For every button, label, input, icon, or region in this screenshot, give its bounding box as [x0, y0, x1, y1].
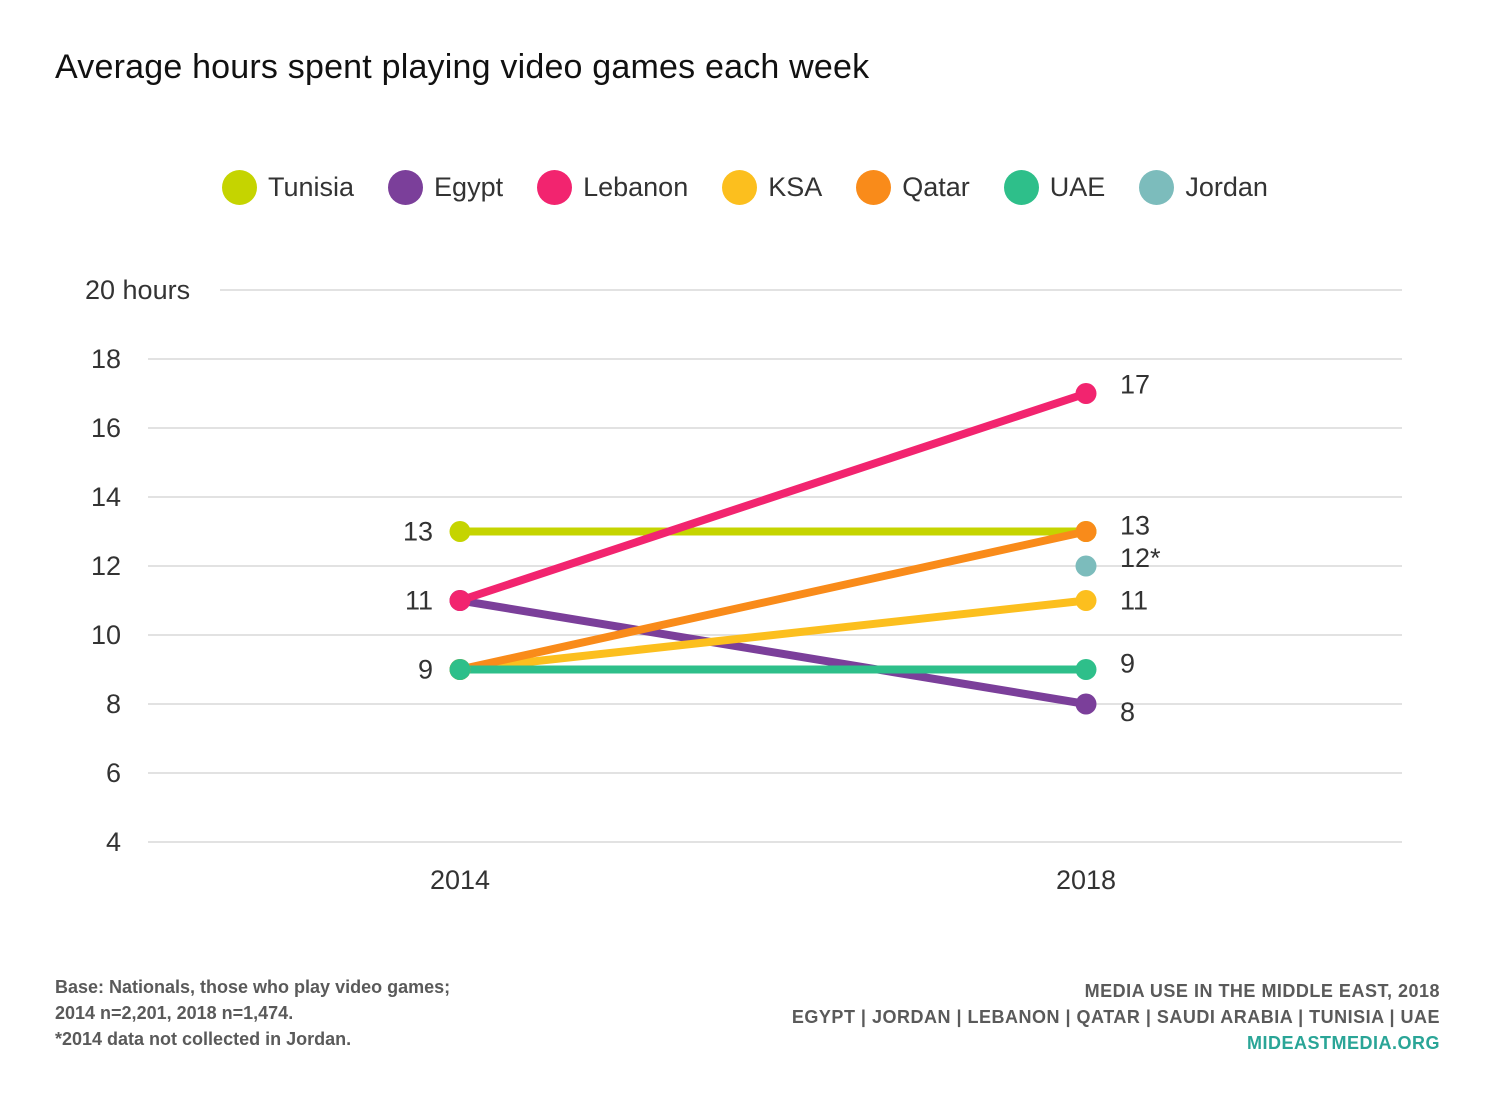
credits-countries: EGYPT | JORDAN | LEBANON | QATAR | SAUDI… — [791, 1007, 1440, 1027]
legend-item-qatar: Qatar — [856, 169, 970, 205]
legend-label: UAE — [1049, 171, 1106, 202]
data-point-qatar — [1075, 521, 1097, 542]
data-point-uae — [449, 659, 471, 680]
legend-label: Egypt — [434, 171, 504, 202]
series-line-lebanon — [456, 389, 1090, 605]
legend: Tunisia Egypt Lebanon KSA Qatar UAE Jordan — [222, 168, 1268, 206]
credits: MEDIA USE IN THE MIDDLE EAST, 2018 EGYPT… — [792, 978, 1440, 1056]
y-tick-label: 10 — [91, 620, 121, 650]
series-line-qatar — [456, 527, 1090, 674]
y-axis-ticks: 4 6 8 10 12 14 16 18 20 hours — [85, 275, 190, 857]
series-line-ksa — [456, 596, 1090, 674]
footnote-line: Base: Nationals, those who play video ga… — [55, 977, 451, 997]
legend-label: Tunisia — [268, 171, 355, 202]
legend-item-tunisia: Tunisia — [222, 169, 355, 205]
data-points — [449, 383, 1097, 715]
chart-title: Average hours spent playing video games … — [55, 48, 870, 86]
legend-item-uae: UAE — [1003, 169, 1106, 205]
legend-swatch — [537, 169, 573, 205]
x-tick-label: 2014 — [430, 865, 490, 895]
data-label: 9 — [1120, 649, 1135, 679]
data-point-uae — [1075, 659, 1097, 680]
credits-title: MEDIA USE IN THE MIDDLE EAST, 2018 — [1084, 981, 1440, 1001]
legend-item-lebanon: Lebanon — [537, 169, 689, 205]
data-label: 8 — [1120, 697, 1135, 727]
footnote-line: 2014 n=2,201, 2018 n=1,474. — [55, 1003, 294, 1023]
legend-swatch — [856, 169, 892, 205]
data-label: 13 — [403, 517, 433, 547]
data-label: 11 — [1120, 586, 1148, 616]
data-label: 9 — [418, 655, 433, 685]
legend-item-ksa: KSA — [722, 169, 823, 205]
data-label: 17 — [1120, 370, 1150, 400]
y-tick-label: 6 — [106, 758, 121, 788]
y-tick-label: 16 — [91, 413, 121, 443]
data-point-jordan — [1075, 555, 1097, 577]
legend-item-jordan: Jordan — [1139, 169, 1268, 205]
grid-lines — [148, 289, 1402, 843]
footnote-line: *2014 data not collected in Jordan. — [55, 1029, 352, 1049]
credits-website[interactable]: MIDEASTMEDIA.ORG — [1246, 1033, 1440, 1053]
legend-label: Lebanon — [583, 171, 689, 202]
data-point-lebanon — [1075, 383, 1097, 404]
x-tick-label: 2018 — [1056, 865, 1116, 895]
legend-label: KSA — [768, 171, 823, 202]
legend-swatch — [388, 169, 424, 205]
series-line-egypt — [456, 596, 1090, 708]
data-point-egypt — [1075, 693, 1097, 715]
legend-item-egypt: Egypt — [388, 169, 504, 205]
data-label: 13 — [1120, 511, 1150, 541]
data-point-ksa — [1075, 590, 1097, 611]
legend-swatch — [222, 169, 257, 205]
y-tick-label: 14 — [91, 482, 121, 512]
data-point-tunisia — [449, 521, 471, 542]
x-axis-ticks: 2014 2018 — [430, 865, 1116, 895]
y-tick-label: 8 — [106, 689, 121, 719]
legend-label: Jordan — [1185, 171, 1268, 202]
y-tick-label: 18 — [91, 344, 121, 374]
series-lines — [456, 389, 1090, 708]
data-point-lebanon — [449, 590, 471, 611]
y-tick-label: 4 — [106, 827, 121, 857]
legend-swatch — [722, 169, 758, 205]
legend-label: Qatar — [902, 171, 970, 202]
y-tick-label: 20 hours — [85, 275, 190, 305]
legend-swatch — [1139, 169, 1175, 205]
footnote: Base: Nationals, those who play video ga… — [55, 974, 450, 1052]
data-label: 12* — [1120, 543, 1161, 573]
y-tick-label: 12 — [91, 551, 121, 581]
legend-swatch — [1003, 169, 1039, 205]
data-label: 11 — [405, 586, 433, 616]
